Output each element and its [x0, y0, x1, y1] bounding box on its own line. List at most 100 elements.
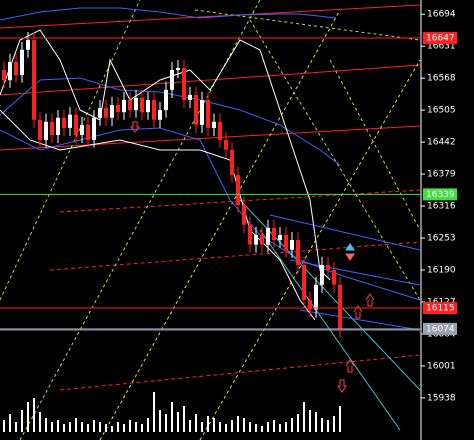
volume-bar [57, 420, 59, 432]
candle-body [50, 121, 54, 135]
candle-body [182, 68, 186, 100]
candle-body [128, 99, 132, 111]
candle-body [266, 227, 270, 245]
trend-line [299, 309, 421, 331]
volume-bar [135, 422, 137, 432]
candle-body [332, 269, 336, 285]
volume-bar [27, 402, 29, 432]
candle-body [176, 68, 180, 71]
fan-line [99, 9, 341, 440]
fan-line [199, 59, 421, 440]
candle-body [308, 299, 312, 310]
arrow-down [129, 121, 141, 133]
candle-body [158, 110, 162, 120]
candle-body [170, 70, 174, 90]
volume-bar [267, 422, 269, 432]
candle-body [284, 234, 288, 250]
candle-body [314, 284, 318, 310]
volume-bar [153, 392, 155, 432]
volume-bar [333, 416, 335, 432]
arrow-up [365, 293, 375, 307]
volume-bar [177, 412, 179, 432]
candle-body [146, 99, 150, 113]
candle-body [110, 105, 114, 118]
channel-line [49, 241, 421, 271]
candle-body [80, 124, 84, 135]
candle-body [14, 61, 18, 76]
candle-body [68, 114, 72, 128]
volume-bar [201, 422, 203, 432]
channel-line [0, 125, 421, 151]
fan-line [0, 0, 141, 301]
volume-bar [339, 406, 341, 432]
volume-bar [141, 424, 143, 432]
candle-body [20, 49, 24, 76]
volume-bar [231, 420, 233, 432]
candle-body [8, 61, 12, 81]
volume-bar [105, 424, 107, 432]
volume-bar [213, 418, 215, 432]
y-tick-label: 16253 [427, 234, 456, 244]
volume-bar [327, 420, 329, 432]
volume-bar [81, 422, 83, 432]
volume-bar [69, 422, 71, 432]
candle-body [302, 264, 306, 300]
candle-body [92, 117, 96, 141]
volume-bar [15, 422, 17, 432]
volume-bar [255, 424, 257, 432]
price-label-box [423, 302, 457, 315]
candle-body [194, 94, 198, 125]
candle-body [296, 240, 300, 265]
volume-bar [45, 418, 47, 432]
candle-body [56, 117, 60, 135]
band-line [0, 7, 337, 21]
fan-line [329, 59, 421, 231]
candle-body [230, 149, 234, 176]
volume-bar [225, 424, 227, 432]
candle-body [32, 40, 36, 120]
fan-line [194, 9, 421, 41]
y-tick-label: 15938 [427, 393, 456, 403]
volume-bar [159, 410, 161, 432]
candle-body [122, 99, 126, 113]
price-label: 16074 [426, 324, 455, 334]
candle-body [188, 94, 192, 100]
candle-body [218, 121, 222, 141]
price-label-box [423, 188, 457, 201]
y-tick-label: 16190 [427, 265, 456, 275]
volume-bar [33, 398, 35, 432]
y-tick-label: 16316 [427, 202, 456, 212]
volume-bar [321, 418, 323, 432]
candle-body [86, 124, 90, 141]
candle-body [236, 175, 240, 206]
band-line [0, 109, 316, 321]
volume-bar [195, 414, 197, 432]
volume-bar [207, 416, 209, 432]
band-line [0, 77, 341, 166]
candle-body [98, 108, 102, 118]
price-label-box [423, 32, 457, 45]
volume-bar [123, 424, 125, 432]
trend-line [269, 214, 421, 251]
y-tick-label: 16568 [427, 74, 456, 84]
candle-body [62, 117, 66, 128]
arrow-up [353, 305, 363, 319]
candle-body [38, 119, 42, 141]
volume-bar [147, 418, 149, 432]
volume-bar [39, 412, 41, 432]
volume-bar [21, 410, 23, 432]
y-tick-label: 16694 [427, 10, 456, 20]
candle-body [272, 227, 276, 241]
y-tick-label: 16001 [427, 361, 456, 371]
volume-bar [99, 422, 101, 432]
candle-body [26, 40, 30, 50]
volume-bar [189, 420, 191, 432]
candle-body [260, 234, 264, 245]
volume-bar [183, 406, 185, 432]
candle-body [224, 140, 228, 150]
candle-body [74, 114, 78, 135]
volume-bar [303, 402, 305, 432]
price-label: 16339 [426, 190, 455, 200]
volume-bar [87, 424, 89, 432]
